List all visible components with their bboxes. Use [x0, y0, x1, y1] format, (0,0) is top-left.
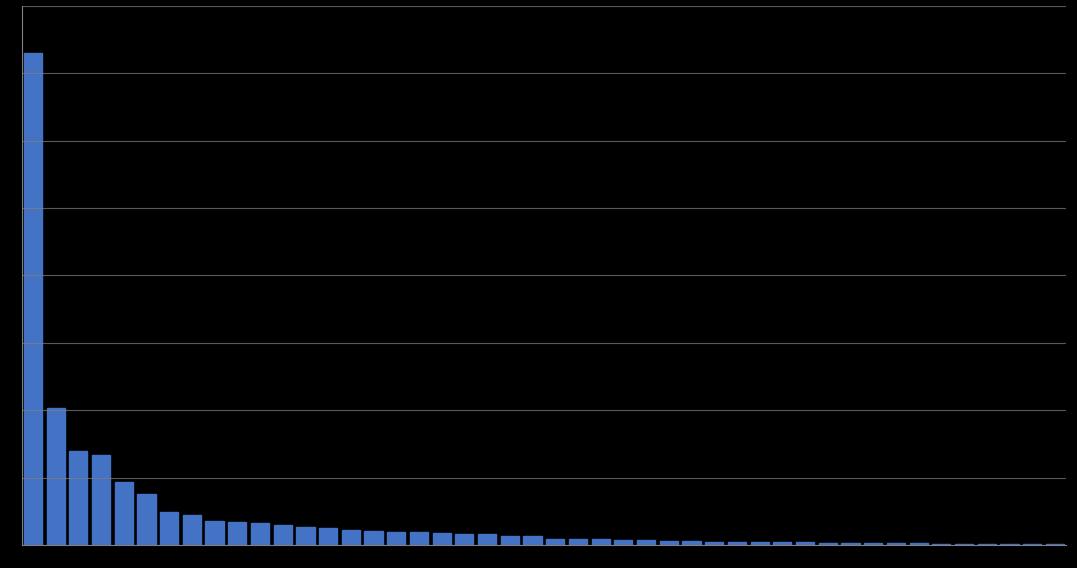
Bar: [1001, 544, 1019, 545]
Bar: [410, 532, 428, 545]
Bar: [114, 482, 132, 545]
Bar: [773, 542, 792, 545]
Bar: [819, 542, 837, 545]
Bar: [456, 533, 474, 545]
Bar: [206, 520, 224, 545]
Bar: [955, 544, 974, 545]
Bar: [864, 543, 882, 545]
Bar: [569, 539, 587, 545]
Bar: [69, 451, 87, 545]
Bar: [296, 527, 314, 545]
Bar: [274, 525, 292, 545]
Bar: [886, 543, 905, 545]
Bar: [433, 533, 451, 545]
Bar: [160, 512, 178, 545]
Bar: [478, 534, 496, 545]
Bar: [388, 532, 405, 545]
Bar: [978, 544, 996, 545]
Bar: [319, 528, 337, 545]
Bar: [251, 523, 269, 545]
Bar: [683, 541, 701, 545]
Bar: [46, 408, 65, 545]
Bar: [138, 494, 155, 545]
Bar: [660, 541, 677, 545]
Bar: [341, 529, 360, 545]
Bar: [501, 536, 519, 545]
Bar: [796, 542, 814, 545]
Bar: [909, 544, 927, 545]
Bar: [364, 531, 382, 545]
Bar: [523, 536, 542, 545]
Bar: [591, 540, 610, 545]
Bar: [1046, 544, 1064, 545]
Bar: [1023, 544, 1041, 545]
Bar: [728, 542, 746, 545]
Bar: [705, 541, 724, 545]
Bar: [933, 544, 950, 545]
Bar: [183, 515, 201, 545]
Bar: [92, 456, 110, 545]
Bar: [614, 540, 632, 545]
Bar: [228, 521, 247, 545]
Bar: [751, 542, 769, 545]
Bar: [546, 538, 564, 545]
Bar: [24, 53, 42, 545]
Bar: [637, 540, 655, 545]
Bar: [841, 543, 859, 545]
